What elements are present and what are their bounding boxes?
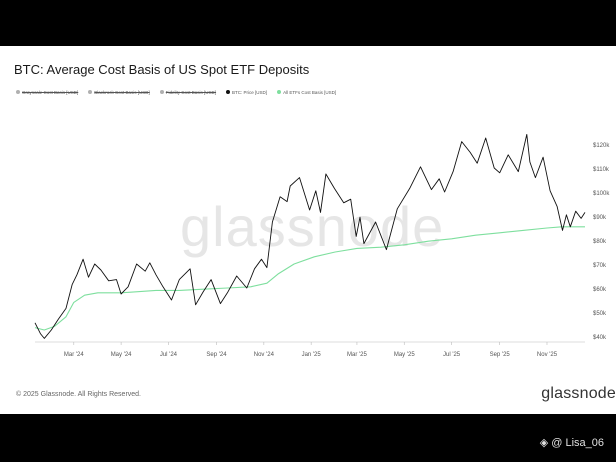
- legend-label: Fidelity Cost Basis [USD]: [165, 89, 217, 95]
- credit-label: @ Lisa_06: [551, 436, 604, 449]
- x-tick-label: Nov '25: [537, 352, 558, 358]
- legend-label: BTC: Price [USD]: [232, 89, 268, 95]
- btc-price-line: [34, 133, 586, 339]
- author-credit: ◈ @ Lisa_06: [539, 436, 604, 450]
- legend-item-fidelity[interactable]: Fidelity Cost Basis [USD]: [159, 89, 217, 95]
- diamond-icon: ◈: [539, 437, 549, 449]
- y-tick-label: $70k: [593, 263, 607, 269]
- y-tick-label: $80k: [593, 239, 607, 245]
- legend-swatch: [159, 90, 164, 94]
- legend-label: Blackrock Cost Basis [USD]: [94, 89, 150, 95]
- x-tick-label: Jul '25: [443, 352, 461, 358]
- x-tick-label: Nov '24: [254, 352, 275, 358]
- legend-label: All ETFs Cost Basis [USD]: [283, 89, 337, 95]
- x-tick-label: May '24: [111, 352, 132, 358]
- legend-label: Grayscale Cost Basis [USD]: [22, 89, 79, 95]
- brand-logo: glassnode: [541, 385, 616, 402]
- legend-swatch: [226, 90, 231, 94]
- chart-title: BTC: Average Cost Basis of US Spot ETF D…: [14, 62, 310, 77]
- chart-card: BTC: Average Cost Basis of US Spot ETF D…: [0, 46, 616, 414]
- y-tick-label: $50k: [593, 311, 607, 317]
- etf-cost-basis-line: [34, 226, 585, 331]
- y-tick-label: $60k: [593, 287, 607, 293]
- y-tick-label: $90k: [593, 215, 607, 221]
- x-tick-label: Jan '25: [302, 352, 322, 358]
- legend-item-grayscale[interactable]: Grayscale Cost Basis [USD]: [16, 90, 78, 95]
- x-tick-label: Sep '25: [490, 352, 511, 358]
- legend-item-all-etfs[interactable]: All ETFs Cost Basis [USD]: [277, 90, 336, 95]
- chart-legend: Grayscale Cost Basis [USD] Blackrock Cos…: [16, 87, 336, 97]
- chart-plot: $40k $50k $60k $70k $80k $90k $100k $110k $120k M…: [34, 133, 610, 358]
- y-tick-label: $40k: [593, 335, 607, 341]
- x-tick-label: May '25: [394, 352, 415, 358]
- x-tick-label: Mar '25: [347, 352, 367, 358]
- x-tick-label: Mar '24: [64, 352, 84, 358]
- legend-item-blackrock[interactable]: Blackrock Cost Basis [USD]: [88, 90, 150, 95]
- legend-swatch: [277, 90, 282, 94]
- y-tick-label: $110k: [593, 167, 610, 173]
- copyright-text: © 2025 Glassnode. All Rights Reserved.: [16, 391, 142, 398]
- y-tick-label: $120k: [593, 143, 610, 149]
- legend-item-btc-price[interactable]: BTC: Price [USD]: [226, 90, 267, 95]
- y-tick-label: $100k: [593, 191, 610, 197]
- legend-swatch: [88, 90, 93, 94]
- x-tick-label: Sep '24: [206, 352, 227, 358]
- legend-swatch: [16, 90, 20, 94]
- x-tick-label: Jul '24: [160, 352, 178, 358]
